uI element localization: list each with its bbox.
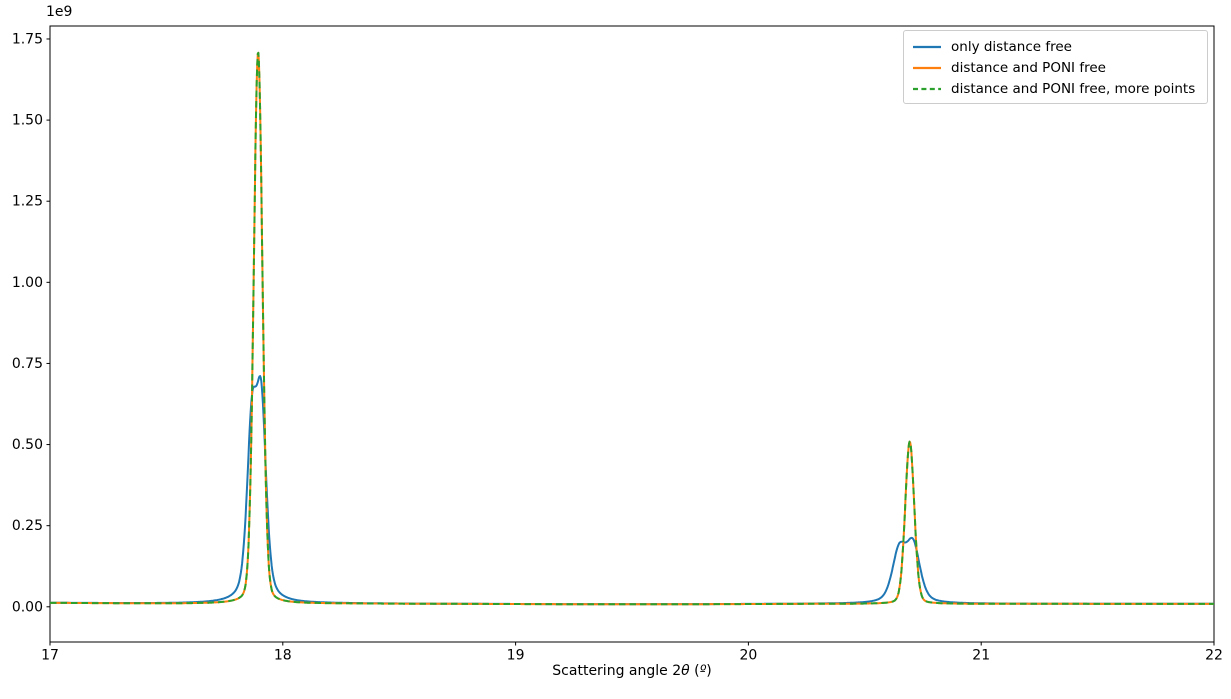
x-tick-label: 18: [274, 648, 292, 664]
x-tick-label: 21: [972, 648, 990, 664]
y-tick-label: 0.00: [12, 599, 43, 615]
series-line-only-distance-free: [49, 375, 1215, 606]
legend: only distance free distance and PONI free…: [903, 30, 1208, 104]
x-tick-label: 19: [507, 648, 525, 664]
plot-border: [49, 25, 1215, 643]
y-tick-label: 0.75: [12, 356, 43, 372]
series-line-distance-and-poni-free-more-points: [49, 51, 1215, 606]
legend-line-sample: [913, 66, 941, 69]
y-tick-label: 1.75: [12, 31, 43, 47]
legend-item: distance and PONI free, more points: [913, 78, 1198, 99]
legend-label: distance and PONI free, more points: [951, 80, 1196, 97]
y-tick-label: 1.00: [12, 275, 43, 291]
legend-item: distance and PONI free: [913, 57, 1198, 78]
series-line-distance-and-poni-free: [49, 51, 1215, 606]
legend-label: only distance free: [951, 38, 1072, 55]
x-axis-label: Scattering angle 2θ (º): [552, 663, 712, 679]
legend-label: distance and PONI free: [951, 59, 1106, 76]
x-tick-label: 17: [41, 648, 59, 664]
legend-line-sample: [913, 45, 941, 48]
x-tick-label: 22: [1205, 648, 1223, 664]
x-tick-label: 20: [739, 648, 757, 664]
legend-item: only distance free: [913, 36, 1198, 57]
y-tick-label: 0.25: [12, 518, 43, 534]
y-axis-offset-label: 1e9: [46, 4, 73, 20]
legend-line-sample: [913, 87, 941, 90]
y-tick-label: 1.25: [12, 194, 43, 210]
y-tick-label: 0.50: [12, 437, 43, 453]
y-tick-label: 1.50: [12, 113, 43, 129]
